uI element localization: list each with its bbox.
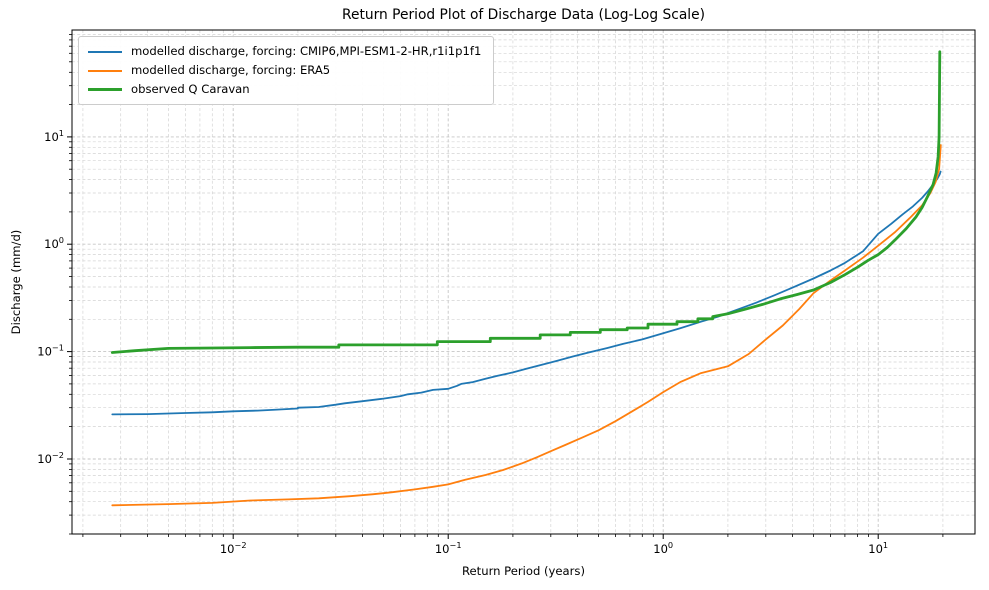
series-line-2 — [110, 50, 942, 354]
x-axis-label: Return Period (years) — [462, 564, 585, 578]
x-tick-label: 10−1 — [435, 540, 462, 556]
plot-spines — [71, 29, 976, 535]
legend-item-label: modelled discharge, forcing: ERA5 — [131, 63, 331, 78]
legend-item-2: observed Q Caravan — [88, 82, 481, 97]
y-tick-label: 100 — [44, 235, 64, 251]
legend-line-swatch — [88, 50, 122, 53]
legend: modelled discharge, forcing: CMIP6,MPI-E… — [78, 36, 495, 106]
chart-title: Return Period Plot of Discharge Data (Lo… — [341, 7, 705, 23]
series-line-1 — [111, 144, 942, 507]
y-tick-label: 101 — [44, 128, 64, 144]
legend-item-label: observed Q Caravan — [131, 82, 250, 97]
tick-labels: 10−2 10−1 100 101 10−2 10−1 100 101 — [37, 128, 888, 556]
y-tick-label: 10−1 — [37, 343, 64, 359]
y-tick-label: 10−2 — [37, 450, 64, 466]
series-line-0 — [111, 170, 942, 416]
legend-line-swatch — [88, 88, 122, 92]
series-group — [110, 50, 942, 507]
x-tick-label: 100 — [653, 540, 673, 556]
x-tick-label: 101 — [868, 540, 888, 556]
y-axis-label: Discharge (mm/d) — [9, 229, 23, 335]
x-tick-label: 10−2 — [220, 540, 247, 556]
legend-item-label: modelled discharge, forcing: CMIP6,MPI-E… — [131, 44, 482, 58]
legend-line-swatch — [88, 69, 122, 72]
legend-item-1: modelled discharge, forcing: ERA5 — [88, 63, 481, 78]
grid — [72, 30, 975, 535]
legend-item-0: modelled discharge, forcing: CMIP6,MPI-E… — [88, 44, 481, 59]
